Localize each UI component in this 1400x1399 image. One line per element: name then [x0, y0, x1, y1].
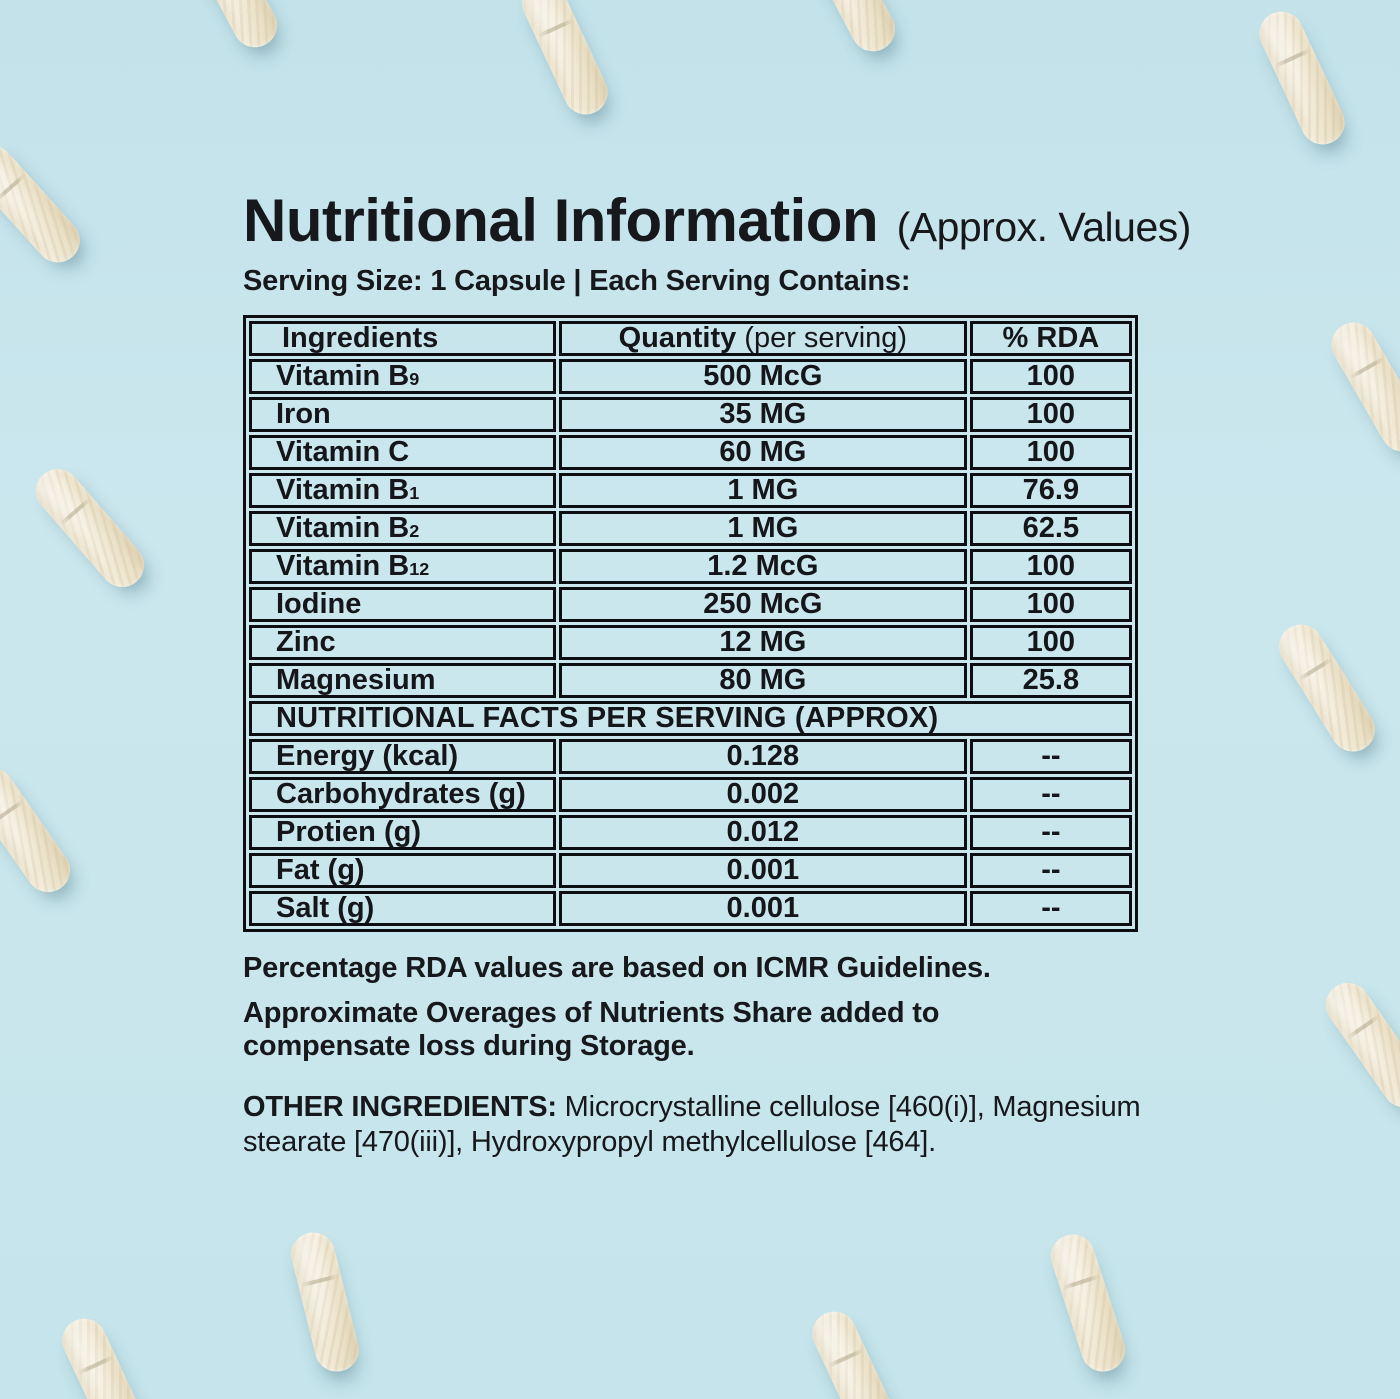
table-row: Vitamin B1 1 MG 76.9: [249, 473, 1132, 508]
col-header-ingredients: Ingredients: [249, 321, 556, 356]
table-row: Zinc 12 MG 100: [249, 625, 1132, 660]
ingredient-quantity: 1.2 McG: [558, 549, 967, 584]
capsule-image: [0, 759, 79, 901]
nutrition-table: Ingredients Quantity (per serving) % RDA…: [243, 315, 1138, 932]
ingredient-quantity: 250 McG: [558, 587, 967, 622]
ingredient-rda: 100: [969, 587, 1132, 622]
ingredient-name: Vitamin B9: [249, 359, 556, 394]
ingredient-quantity: 12 MG: [558, 625, 967, 660]
table-header-row: Ingredients Quantity (per serving) % RDA: [249, 321, 1132, 356]
fact-rda: --: [969, 777, 1132, 812]
fact-rda: --: [969, 891, 1132, 926]
table-row: Vitamin B9 500 McG 100: [249, 359, 1132, 394]
ingredient-rda: 100: [969, 625, 1132, 660]
rda-guidelines-note: Percentage RDA values are based on ICMR …: [243, 952, 991, 984]
table-row: Salt (g) 0.001 --: [249, 891, 1132, 926]
capsule-image: [797, 0, 903, 60]
table-row: Vitamin C 60 MG 100: [249, 435, 1132, 470]
capsule-image: [1045, 1228, 1131, 1378]
fact-name: Salt (g): [249, 891, 556, 926]
footnotes: Percentage RDA values are based on ICMR …: [243, 952, 1163, 1159]
capsule-image: [0, 136, 89, 272]
other-ingredients-text: Microcrystalline cellulose [460(i)], Mag…: [243, 1091, 1141, 1158]
ingredient-name: Zinc: [249, 625, 556, 660]
table-row: Fat (g) 0.001 --: [249, 853, 1132, 888]
title-text: Nutritional Information: [243, 187, 879, 254]
table-row: Magnesium 80 MG 25.8: [249, 663, 1132, 698]
other-ingredients-label: OTHER INGREDIENTS:: [243, 1091, 557, 1124]
table-row: Vitamin B2 1 MG 62.5: [249, 511, 1132, 546]
ingredient-name: Vitamin B1: [249, 473, 556, 508]
fact-value: 0.001: [558, 891, 967, 926]
ingredient-rda: 100: [969, 397, 1132, 432]
ingredient-quantity: 60 MG: [558, 435, 967, 470]
section-header: NUTRITIONAL FACTS PER SERVING (APPROX): [249, 701, 1132, 736]
capsule-image: [515, 0, 615, 122]
fact-value: 0.012: [558, 815, 967, 850]
label-content: Nutritional Information (Approx. Values)…: [243, 186, 1191, 1159]
capsule-image: [55, 1311, 155, 1399]
ingredient-name: Iodine: [249, 587, 556, 622]
capsule-image: [805, 1304, 905, 1399]
ingredient-rda: 76.9: [969, 473, 1132, 508]
table-row: Protien (g) 0.012 --: [249, 815, 1132, 850]
capsule-image: [1252, 4, 1352, 152]
serving-size-line: Serving Size: 1 Capsule | Each Serving C…: [243, 265, 911, 297]
fact-name: Fat (g): [249, 853, 556, 888]
capsule-image: [179, 0, 285, 56]
ingredient-quantity: 35 MG: [558, 397, 967, 432]
capsule-image: [1270, 616, 1384, 760]
ingredient-rda: 25.8: [969, 663, 1132, 698]
fact-value: 0.001: [558, 853, 967, 888]
ingredient-quantity: 80 MG: [558, 663, 967, 698]
ingredient-quantity: 500 McG: [558, 359, 967, 394]
fact-rda: --: [969, 739, 1132, 774]
fact-rda: --: [969, 815, 1132, 850]
ingredient-quantity: 1 MG: [558, 473, 967, 508]
page-title: Nutritional Information (Approx. Values): [243, 186, 1191, 255]
ingredient-name: Vitamin C: [249, 435, 556, 470]
ingredient-quantity: 1 MG: [558, 511, 967, 546]
fact-rda: --: [969, 853, 1132, 888]
ingredient-rda: 100: [969, 359, 1132, 394]
fact-name: Protien (g): [249, 815, 556, 850]
section-header-row: NUTRITIONAL FACTS PER SERVING (APPROX): [249, 701, 1132, 736]
fact-name: Energy (kcal): [249, 739, 556, 774]
other-ingredients: OTHER INGREDIENTS: Microcrystalline cell…: [243, 1090, 1155, 1158]
ingredient-rda: 100: [969, 435, 1132, 470]
ingredient-rda: 100: [969, 549, 1132, 584]
table-row: Energy (kcal) 0.128 --: [249, 739, 1132, 774]
fact-name: Carbohydrates (g): [249, 777, 556, 812]
fact-value: 0.002: [558, 777, 967, 812]
ingredient-name: Magnesium: [249, 663, 556, 698]
capsule-image: [1323, 314, 1400, 460]
table-row: Iodine 250 McG 100: [249, 587, 1132, 622]
table-row: Vitamin B12 1.2 McG 100: [249, 549, 1132, 584]
ingredient-rda: 62.5: [969, 511, 1132, 546]
capsule-image: [1317, 974, 1400, 1116]
capsule-image: [286, 1227, 364, 1377]
col-header-rda: % RDA: [969, 321, 1132, 356]
ingredient-name: Iron: [249, 397, 556, 432]
capsule-image: [26, 459, 154, 597]
ingredient-name: Vitamin B12: [249, 549, 556, 584]
col-header-quantity: Quantity (per serving): [558, 321, 967, 356]
table-row: Iron 35 MG 100: [249, 397, 1132, 432]
ingredient-name: Vitamin B2: [249, 511, 556, 546]
title-suffix: (Approx. Values): [896, 204, 1192, 250]
overages-note: Approximate Overages of Nutrients Share …: [243, 997, 940, 1062]
fact-value: 0.128: [558, 739, 967, 774]
table-row: Carbohydrates (g) 0.002 --: [249, 777, 1132, 812]
